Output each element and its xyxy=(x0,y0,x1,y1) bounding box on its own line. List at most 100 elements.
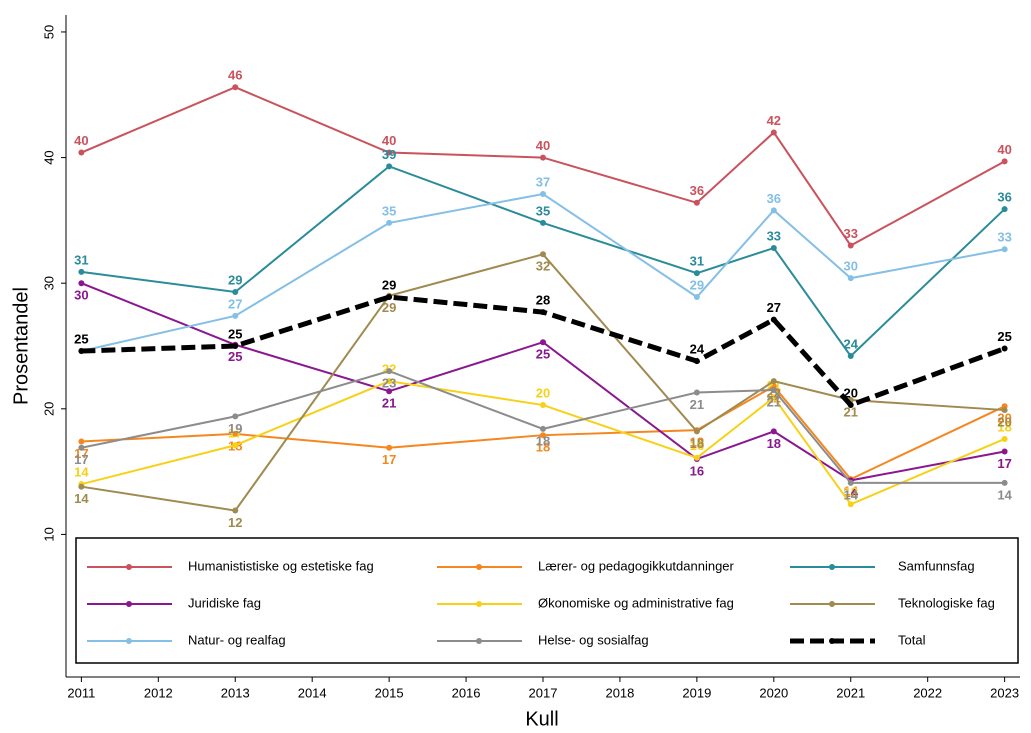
point xyxy=(770,207,777,214)
value-label: 21 xyxy=(767,394,781,409)
x-tick-label: 2016 xyxy=(452,685,481,700)
point xyxy=(770,245,777,252)
value-label: 23 xyxy=(382,376,396,391)
value-label: 18 xyxy=(690,435,704,450)
series-line xyxy=(80,86,1006,247)
value-label: 17 xyxy=(228,426,242,441)
point xyxy=(1001,479,1008,486)
value-label: 40 xyxy=(382,133,396,148)
point xyxy=(770,316,777,323)
value-label: 20 xyxy=(536,385,550,400)
point xyxy=(847,353,854,360)
point xyxy=(847,275,854,282)
value-label: 37 xyxy=(536,174,550,189)
point xyxy=(847,479,854,486)
value-label: 20 xyxy=(844,385,858,400)
value-label: 35 xyxy=(536,203,550,218)
point xyxy=(386,444,393,451)
value-label: 18 xyxy=(690,436,704,451)
point xyxy=(693,199,700,206)
x-axis-label: Kull xyxy=(525,708,558,730)
legend-label: Natur- og realfag xyxy=(188,632,286,647)
legend-marker xyxy=(829,638,835,644)
value-label: 14 xyxy=(74,465,89,480)
legend-label: Juridiske fag xyxy=(188,595,261,610)
value-label: 36 xyxy=(690,183,704,198)
point xyxy=(1001,435,1008,442)
legend-marker xyxy=(126,601,132,607)
value-label: 31 xyxy=(690,254,704,269)
point xyxy=(540,191,546,198)
value-label: 19 xyxy=(228,421,242,436)
legend-marker xyxy=(829,564,835,570)
point xyxy=(540,154,546,161)
series-line xyxy=(81,294,1006,408)
point xyxy=(232,288,239,295)
point xyxy=(232,430,239,437)
point xyxy=(693,270,700,277)
point xyxy=(386,368,393,375)
legend-label: Økonomiske og administrative fag xyxy=(538,595,734,610)
value-label: 18 xyxy=(536,433,550,448)
point xyxy=(693,454,700,461)
value-label: 29 xyxy=(690,277,704,292)
point xyxy=(232,507,239,514)
value-label: 25 xyxy=(228,326,242,341)
point xyxy=(232,312,239,319)
x-tick-label: 2021 xyxy=(836,685,865,700)
value-label: 21 xyxy=(382,396,396,411)
point xyxy=(386,219,393,226)
point xyxy=(847,242,854,249)
value-label: 46 xyxy=(228,68,242,83)
point xyxy=(540,219,546,226)
point xyxy=(540,432,546,439)
value-label: 25 xyxy=(228,349,242,364)
legend-marker xyxy=(126,638,132,644)
point xyxy=(386,388,393,395)
y-tick-label: 20 xyxy=(41,402,56,416)
point xyxy=(78,348,85,355)
point xyxy=(78,280,85,287)
value-label: 39 xyxy=(382,147,396,162)
value-label: 12 xyxy=(844,485,858,500)
value-label: 16 xyxy=(690,438,704,453)
value-label: 16 xyxy=(690,463,704,478)
value-label: 25 xyxy=(997,329,1011,344)
value-label: 29 xyxy=(382,277,396,292)
series-line xyxy=(81,253,1005,512)
x-tick-label: 2020 xyxy=(759,685,788,700)
legend-marker xyxy=(126,564,132,570)
y-tick-label: 40 xyxy=(41,150,56,164)
x-tick-label: 2022 xyxy=(913,685,942,700)
value-label: 21 xyxy=(690,397,704,412)
value-label: 36 xyxy=(997,190,1011,205)
point xyxy=(1001,246,1008,253)
value-label: 25 xyxy=(536,347,550,362)
value-label: 27 xyxy=(228,296,242,311)
point xyxy=(1001,345,1008,352)
point xyxy=(540,425,546,432)
point xyxy=(770,394,777,401)
point xyxy=(693,389,700,396)
x-tick-label: 2011 xyxy=(67,685,95,700)
point xyxy=(1001,206,1008,213)
value-label: 31 xyxy=(74,252,88,267)
point xyxy=(1001,158,1008,165)
point xyxy=(78,438,85,445)
y-tick-label: 50 xyxy=(41,25,56,39)
value-label: 14 xyxy=(997,487,1012,502)
point xyxy=(770,386,777,393)
point xyxy=(232,413,239,420)
value-label: 33 xyxy=(997,230,1011,245)
series-line xyxy=(81,384,1006,481)
legend-label: Samfunnsfag xyxy=(898,558,975,573)
point xyxy=(1001,448,1008,455)
point xyxy=(770,428,777,435)
point xyxy=(232,84,239,91)
value-label: 36 xyxy=(767,191,781,206)
point xyxy=(847,501,854,508)
value-label: 30 xyxy=(844,259,858,274)
value-label: 17 xyxy=(997,456,1011,471)
value-label: 30 xyxy=(74,288,88,303)
